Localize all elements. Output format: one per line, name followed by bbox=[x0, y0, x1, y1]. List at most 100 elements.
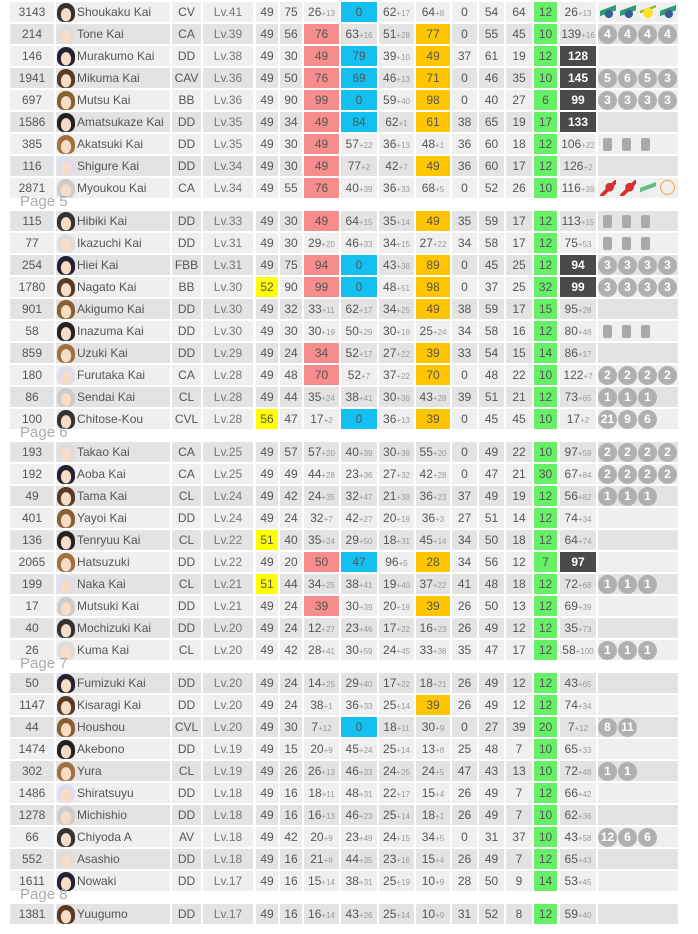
ship-name-text[interactable]: Mutsu Kai bbox=[77, 93, 131, 107]
slot-count-badge[interactable]: 6 bbox=[618, 68, 637, 88]
table-row[interactable]: 254 Hiei Kai FBB Lv.31 49 75 94 0 43+38 89 0 45 25 12… bbox=[0, 255, 698, 275]
ship-name-text[interactable]: Chiyoda A bbox=[77, 830, 132, 844]
slot-count-badge[interactable]: 1 bbox=[618, 761, 637, 781]
table-row[interactable]: 26 Kuma Kai CL Lv.20 49 42 28+41 30+59 24+45 33+3… bbox=[0, 640, 698, 660]
slot-count-badge[interactable]: 3 bbox=[618, 90, 637, 110]
table-row[interactable]: 901 Akigumo Kai DD Lv.30 49 32 33+11 62+17 34+25… bbox=[0, 299, 698, 319]
drum-icon[interactable] bbox=[622, 138, 631, 151]
slot-count-badge[interactable]: 3 bbox=[618, 255, 637, 275]
slot-count-badge[interactable]: 3 bbox=[638, 90, 657, 110]
slot-count-badge[interactable]: 3 bbox=[638, 277, 657, 297]
drum-icon[interactable] bbox=[641, 237, 650, 250]
table-row[interactable]: 115 Hibiki Kai DD Lv.33 49 30 49 64+15 35+14 49 35… bbox=[0, 211, 698, 231]
slot-count-badge[interactable]: 4 bbox=[618, 24, 637, 44]
ship-name-text[interactable]: Naka Kai bbox=[77, 577, 126, 591]
slot-count-badge[interactable]: 2 bbox=[618, 365, 637, 385]
slot-count-badge[interactable]: 11 bbox=[618, 717, 637, 737]
table-row[interactable]: 192 Aoba Kai CA Lv.25 49 49 44+28 23+36 27+32 42+… bbox=[0, 464, 698, 484]
ship-name-text[interactable]: Aoba Kai bbox=[77, 467, 126, 481]
slot-count-badge[interactable]: 3 bbox=[658, 68, 677, 88]
radar-icon[interactable] bbox=[660, 180, 675, 195]
table-row[interactable]: 50 Fumizuki Kai DD Lv.20 49 24 14+25 29+40 17+22… bbox=[0, 673, 698, 693]
slot-count-badge[interactable]: 1 bbox=[598, 486, 617, 506]
main-gun-icon[interactable] bbox=[620, 180, 636, 196]
table-row[interactable]: 1486 Shiratsuyu DD Lv.18 49 16 18+11 48+31 22+17… bbox=[0, 783, 698, 803]
table-row[interactable]: 49 Tama Kai CL Lv.24 49 42 24+35 32+47 21+38 36+2… bbox=[0, 486, 698, 506]
ship-name-text[interactable]: Tone Kai bbox=[77, 27, 124, 41]
table-row[interactable]: 1941 Mikuma Kai CAV Lv.36 49 50 76 69 46+13 71 0 46… bbox=[0, 68, 698, 88]
slot-count-badge[interactable]: 3 bbox=[598, 90, 617, 110]
slot-count-badge[interactable]: 6 bbox=[618, 827, 637, 847]
slot-count-badge[interactable]: 3 bbox=[638, 255, 657, 275]
ship-name-text[interactable]: Shigure Kai bbox=[77, 159, 140, 173]
table-row[interactable]: 1474 Akebono DD Lv.19 49 15 20+9 45+24 25+14 13+8… bbox=[0, 739, 698, 759]
ship-name-text[interactable]: Yuugumo bbox=[77, 907, 128, 921]
slot-count-badge[interactable]: 3 bbox=[658, 277, 677, 297]
table-row[interactable]: 1381 Yuugumo DD Lv.17 49 16 16+14 43+26 25+14 10+… bbox=[0, 904, 698, 924]
slot-count-badge[interactable]: 1 bbox=[638, 486, 657, 506]
ship-name-text[interactable]: Shiratsuyu bbox=[77, 786, 134, 800]
ship-name-text[interactable]: Sendai Kai bbox=[77, 390, 136, 404]
slot-count-badge[interactable]: 3 bbox=[598, 277, 617, 297]
slot-count-badge[interactable]: 1 bbox=[638, 574, 657, 594]
slot-count-badge[interactable]: 6 bbox=[638, 827, 657, 847]
ship-name-text[interactable]: Tenryuu Kai bbox=[77, 533, 141, 547]
ship-name-text[interactable]: Chitose-Kou bbox=[77, 412, 144, 426]
ship-name-text[interactable]: Uzuki Kai bbox=[77, 346, 128, 360]
table-row[interactable]: 86 Sendai Kai CL Lv.28 49 44 35+24 38+41 30+39 43… bbox=[0, 387, 698, 407]
ship-name-text[interactable]: Nagato Kai bbox=[77, 280, 137, 294]
table-row[interactable]: 77 Ikazuchi Kai DD Lv.31 49 30 29+20 46+33 34+15… bbox=[0, 233, 698, 253]
table-row[interactable]: 1780 Nagato Kai BB Lv.30 52 90 99 0 48+51 98 0 37 25… bbox=[0, 277, 698, 297]
ship-name-text[interactable]: Kuma Kai bbox=[77, 643, 130, 657]
slot-count-badge[interactable]: 3 bbox=[658, 90, 677, 110]
ship-name-text[interactable]: Inazuma Kai bbox=[77, 324, 144, 338]
slot-count-badge[interactable]: 2 bbox=[638, 365, 657, 385]
ship-name-text[interactable]: Kisaragi Kai bbox=[77, 698, 142, 712]
ship-name-text[interactable]: Yura bbox=[77, 764, 102, 778]
slot-count-badge[interactable]: 2 bbox=[598, 442, 617, 462]
ship-name-text[interactable]: Murakumo Kai bbox=[77, 49, 155, 63]
ship-name-text[interactable]: Mochizuki Kai bbox=[77, 621, 152, 635]
table-row[interactable]: 193 Takao Kai CA Lv.25 49 57 57+20 40+39 30+39 55… bbox=[0, 442, 698, 462]
slot-count-badge[interactable]: 2 bbox=[658, 442, 677, 462]
plane-icon[interactable] bbox=[660, 4, 676, 20]
slot-count-badge[interactable]: 1 bbox=[618, 387, 637, 407]
slot-count-badge[interactable]: 4 bbox=[658, 24, 677, 44]
drum-icon[interactable] bbox=[603, 237, 612, 250]
table-row[interactable]: 1611 Nowaki DD Lv.17 49 16 15+14 38+31 25+19 10+9… bbox=[0, 871, 698, 891]
main-gun-icon[interactable] bbox=[600, 180, 616, 196]
slot-count-badge[interactable]: 2 bbox=[618, 442, 637, 462]
ship-name-text[interactable]: Tama Kai bbox=[77, 489, 128, 503]
plane-icon[interactable] bbox=[620, 4, 636, 20]
table-row[interactable]: 214 Tone Kai CA Lv.39 49 56 76 63+16 51+28 77 0 55 4… bbox=[0, 24, 698, 44]
slot-count-badge[interactable]: 2 bbox=[658, 365, 677, 385]
ship-name-text[interactable]: Mikuma Kai bbox=[77, 71, 140, 85]
ship-name-text[interactable]: Akebono bbox=[77, 742, 125, 756]
slot-count-badge[interactable]: 1 bbox=[618, 640, 637, 660]
drum-icon[interactable] bbox=[641, 325, 650, 338]
slot-count-badge[interactable]: 2 bbox=[618, 464, 637, 484]
ship-name-text[interactable]: Akatsuki Kai bbox=[77, 137, 144, 151]
drum-icon[interactable] bbox=[622, 215, 631, 228]
table-row[interactable]: 146 Murakumo Kai DD Lv.38 49 30 49 79 39+10 49 37 6… bbox=[0, 46, 698, 66]
drum-icon[interactable] bbox=[622, 237, 631, 250]
table-row[interactable]: 2065 Hatsuzuki DD Lv.22 49 20 50 47 96+5 28 34 56 12… bbox=[0, 552, 698, 572]
drum-icon[interactable] bbox=[603, 325, 612, 338]
ship-name-text[interactable]: Mutsuki Kai bbox=[77, 599, 140, 613]
table-row[interactable]: 199 Naka Kai CL Lv.21 51 44 34+25 38+41 19+40 37+… bbox=[0, 574, 698, 594]
slot-count-badge[interactable]: 2 bbox=[658, 464, 677, 484]
slot-count-badge[interactable]: 2 bbox=[638, 442, 657, 462]
slot-count-badge[interactable]: 6 bbox=[638, 409, 657, 429]
table-row[interactable]: 40 Mochizuki Kai DD Lv.20 49 24 12+27 23+46 17+2… bbox=[0, 618, 698, 638]
ship-name-text[interactable]: Michishio bbox=[77, 808, 128, 822]
table-row[interactable]: 1147 Kisaragi Kai DD Lv.20 49 24 38+1 36+33 25+1… bbox=[0, 695, 698, 715]
ship-name-text[interactable]: Myoukou Kai bbox=[77, 181, 147, 195]
slot-count-badge[interactable]: 5 bbox=[598, 68, 617, 88]
slot-count-badge[interactable]: 2 bbox=[598, 365, 617, 385]
drum-icon[interactable] bbox=[641, 138, 650, 151]
slot-count-badge[interactable]: 1 bbox=[598, 387, 617, 407]
drum-icon[interactable] bbox=[641, 215, 650, 228]
table-row[interactable]: 66 Chiyoda A AV Lv.18 49 42 20+9 23+49 24+15 34+5… bbox=[0, 827, 698, 847]
table-row[interactable]: 1278 Michishio DD Lv.18 49 16 16+13 46+23 25+14 1… bbox=[0, 805, 698, 825]
table-row[interactable]: 2871 Myoukou Kai CA Lv.34 49 55 76 40+39 36+33 68… bbox=[0, 178, 698, 198]
